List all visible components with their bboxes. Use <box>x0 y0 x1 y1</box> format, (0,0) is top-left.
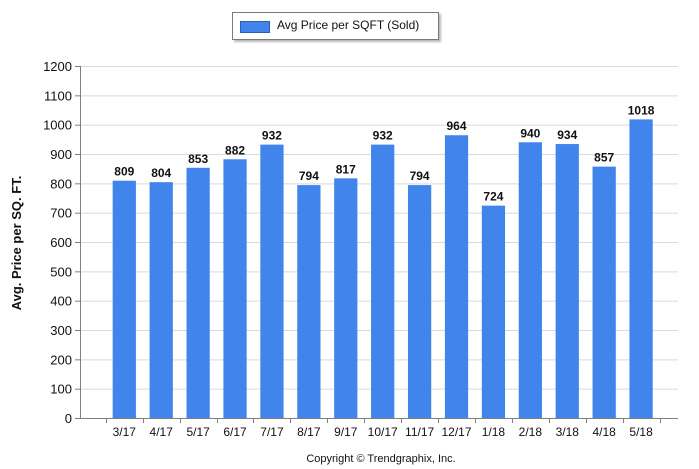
y-tick-label: 400 <box>50 294 72 309</box>
data-label: 1018 <box>628 103 655 117</box>
x-tick-label: 7/17 <box>260 425 284 439</box>
x-tick-label: 2/18 <box>519 425 543 439</box>
x-tick-label: 1/18 <box>482 425 506 439</box>
data-label: 882 <box>225 143 245 157</box>
data-label: 932 <box>262 129 282 143</box>
data-labels: 809 804 853 882 932 794 817 932 794 964 724 940 934 8… <box>114 103 654 203</box>
x-tick-label: 4/17 <box>150 425 174 439</box>
data-label: 934 <box>557 128 577 142</box>
x-tick-label: 6/17 <box>223 425 247 439</box>
x-tick-label: 3/18 <box>556 425 580 439</box>
bar <box>186 167 210 418</box>
x-tick-label: 9/17 <box>334 425 358 439</box>
bar <box>112 180 136 418</box>
data-label: 724 <box>483 190 503 204</box>
data-label: 804 <box>151 166 171 180</box>
data-label: 817 <box>336 162 356 176</box>
x-tick-label: 8/17 <box>297 425 321 439</box>
y-axis-label: Avg. Price per SQ. FT. <box>9 176 24 311</box>
y-tick-label: 800 <box>50 176 72 191</box>
data-label: 853 <box>188 152 208 166</box>
y-tick-label: 600 <box>50 235 72 250</box>
y-tick-label: 0 <box>65 411 72 426</box>
axes: 0 100 200 300 400 500 600 700 800 900 1000 1100 1200… <box>43 59 678 439</box>
x-tick-label: 11/17 <box>405 425 434 439</box>
data-label: 932 <box>373 129 393 143</box>
y-tick-label: 100 <box>50 382 72 397</box>
bar <box>260 144 284 418</box>
data-label: 809 <box>114 165 134 179</box>
y-tick-label: 1100 <box>44 88 72 103</box>
y-tick-label: 700 <box>50 206 72 221</box>
legend-label: Avg Price per SQFT (Sold) <box>277 18 420 32</box>
legend: Avg Price per SQFT (Sold) <box>232 12 439 40</box>
y-tick-label: 500 <box>50 264 72 279</box>
x-tick-label: 4/18 <box>592 425 616 439</box>
y-tick-label: 1000 <box>43 118 72 133</box>
bar <box>297 185 321 418</box>
y-tick-label: 300 <box>50 323 72 338</box>
x-tick-label: 3/17 <box>113 425 137 439</box>
legend-swatch <box>240 21 270 33</box>
bar <box>407 185 432 418</box>
data-label: 794 <box>410 169 430 183</box>
bars <box>112 119 653 419</box>
y-tick-label: 900 <box>50 147 72 162</box>
copyright-text: Copyright © Trendgraphix, Inc. <box>306 453 455 465</box>
data-label: 964 <box>447 119 467 133</box>
y-tick-label: 1200 <box>43 59 72 74</box>
bar <box>481 205 506 418</box>
x-tick-label: 12/17 <box>442 425 472 439</box>
data-label: 794 <box>299 169 319 183</box>
data-label: 857 <box>594 151 614 165</box>
bar <box>149 182 173 418</box>
x-tick-label: 10/17 <box>368 425 398 439</box>
bar <box>629 119 653 419</box>
x-tick-label: 5/18 <box>629 425 653 439</box>
bar <box>555 144 579 418</box>
bar <box>518 142 542 418</box>
bar <box>444 135 469 418</box>
bar <box>371 144 395 418</box>
bar <box>223 159 247 418</box>
bar <box>334 178 358 418</box>
data-label: 940 <box>520 126 540 140</box>
x-tick-label: 5/17 <box>186 425 210 439</box>
bar <box>592 166 616 418</box>
y-tick-label: 200 <box>50 352 72 367</box>
